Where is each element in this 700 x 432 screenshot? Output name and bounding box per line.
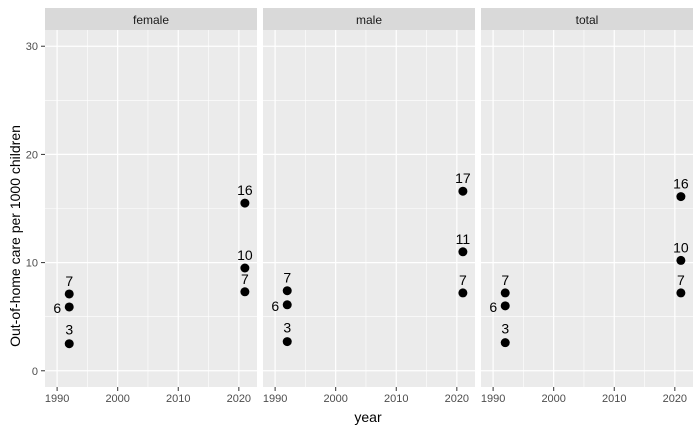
data-point [282, 300, 292, 310]
data-label: 6 [53, 300, 61, 316]
y-axis-title: Out-of-home care per 1000 children [7, 125, 23, 347]
data-point [458, 288, 468, 298]
facet-strip-female [45, 8, 257, 30]
data-label: 7 [283, 270, 291, 286]
y-axis: 0 10 20 30 [26, 41, 45, 378]
data-label: 10 [673, 239, 689, 255]
data-point [500, 301, 510, 311]
data-label: 11 [456, 231, 471, 247]
data-point [282, 286, 292, 296]
x-tick-label: 1990 [45, 393, 69, 405]
x-tick-label: 1990 [481, 393, 505, 405]
y-tick-label: 0 [32, 366, 38, 378]
x-tick-label: 2010 [602, 393, 626, 405]
data-label: 7 [241, 271, 249, 287]
facet-label-female: female [133, 13, 169, 27]
facet-label-total: total [576, 13, 599, 27]
data-point [64, 302, 74, 312]
data-point [458, 247, 468, 257]
x-axis-title: year [354, 409, 382, 425]
data-point [240, 198, 250, 208]
x-tick-label: 2000 [323, 393, 347, 405]
x-tick-label: 2000 [541, 393, 565, 405]
x-tick-label: 1990 [263, 393, 287, 405]
data-point [676, 255, 686, 265]
x-tick-label: 2020 [663, 393, 687, 405]
data-label: 6 [489, 299, 497, 315]
x-tick-label: 2020 [445, 393, 469, 405]
data-point [240, 287, 250, 297]
data-point [676, 192, 686, 202]
data-label: 7 [459, 272, 467, 288]
x-tick-label: 2010 [384, 393, 408, 405]
data-point [282, 337, 292, 347]
data-point [458, 186, 468, 196]
data-label: 16 [673, 176, 689, 192]
data-point [676, 288, 686, 298]
facet-label-male: male [356, 13, 382, 27]
y-tick-label: 10 [26, 258, 38, 270]
data-point [240, 263, 250, 273]
data-label: 7 [677, 272, 685, 288]
data-point [500, 338, 510, 348]
x-tick-label: 2000 [105, 393, 129, 405]
data-label: 6 [271, 298, 279, 314]
data-point [64, 339, 74, 349]
data-label: 7 [65, 273, 73, 289]
y-tick-label: 30 [26, 41, 38, 53]
x-tick-label: 2020 [227, 393, 251, 405]
data-label: 7 [501, 272, 509, 288]
data-label: 10 [237, 247, 253, 263]
facet-strip-total [481, 8, 693, 30]
data-point [500, 288, 510, 298]
data-point [64, 289, 74, 299]
facet-strip-male [263, 8, 475, 30]
data-label: 3 [65, 322, 73, 338]
data-label: 3 [501, 321, 509, 337]
data-label: 16 [237, 182, 253, 198]
x-tick-label: 2010 [166, 393, 190, 405]
y-tick-label: 20 [26, 149, 38, 161]
data-label: 3 [283, 320, 291, 336]
data-label: 17 [455, 170, 471, 186]
